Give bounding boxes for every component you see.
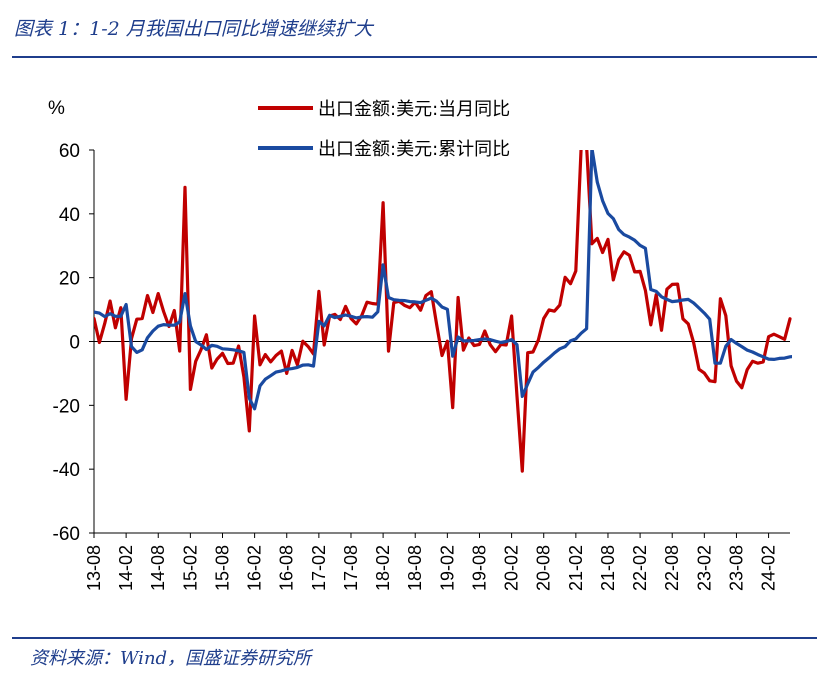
- x-tick-label: 18-08: [405, 545, 425, 591]
- chart-series: [94, 150, 792, 473]
- x-tick-label: 23-02: [694, 545, 714, 591]
- top-rule: [12, 56, 817, 58]
- y-tick-label: 0: [69, 333, 80, 354]
- x-tick-label: 15-02: [180, 545, 200, 591]
- x-tick-label: 24-02: [759, 545, 779, 591]
- series-line-monthly-yoy: [94, 150, 792, 473]
- x-tick-label: 18-02: [373, 545, 393, 591]
- x-tick-label: 20-02: [502, 545, 522, 591]
- y-tick-label: 20: [59, 269, 80, 290]
- x-tick-label: 21-02: [566, 545, 586, 591]
- series-line-cumulative-yoy: [94, 150, 792, 411]
- x-tick-label: 21-08: [598, 545, 618, 591]
- legend-label: 出口金额:美元:累计同比: [318, 139, 510, 160]
- y-tick-label: 40: [59, 205, 80, 226]
- y-tick-label: 60: [59, 141, 80, 162]
- x-tick-label: 13-08: [84, 545, 104, 591]
- x-tick-label: 19-08: [469, 545, 489, 591]
- x-tick-label: 14-02: [116, 545, 136, 591]
- y-axis-unit: %: [48, 98, 65, 119]
- y-tick-label: -40: [53, 460, 80, 481]
- x-tick-label: 16-02: [245, 545, 265, 591]
- x-tick-label: 15-08: [212, 545, 232, 591]
- source-note: 资料来源：Wind，国盛证券研究所: [30, 648, 312, 669]
- x-tick-label: 17-02: [309, 545, 329, 591]
- x-tick-label: 22-08: [662, 545, 682, 591]
- x-tick-label: 17-08: [341, 545, 361, 591]
- x-tick-label: 19-02: [437, 545, 457, 591]
- figure-title: 图表 1：1-2 月我国出口同比增速继续扩大: [14, 18, 373, 40]
- x-tick-label: 20-08: [534, 545, 554, 591]
- chart-axes: -60 -40 -20 0 20 40 60 13-08 14-02 14-08 15-02 15-0…: [53, 141, 790, 591]
- bottom-rule: [12, 637, 817, 639]
- x-tick-label: 23-08: [726, 545, 746, 591]
- x-tick-label: 22-02: [630, 545, 650, 591]
- legend-label: 出口金额:美元:当月同比: [318, 99, 510, 120]
- y-tick-label: -20: [53, 396, 80, 417]
- y-tick-label: -60: [53, 524, 80, 545]
- x-tick-label: 16-08: [277, 545, 297, 591]
- x-tick-label: 14-08: [148, 545, 168, 591]
